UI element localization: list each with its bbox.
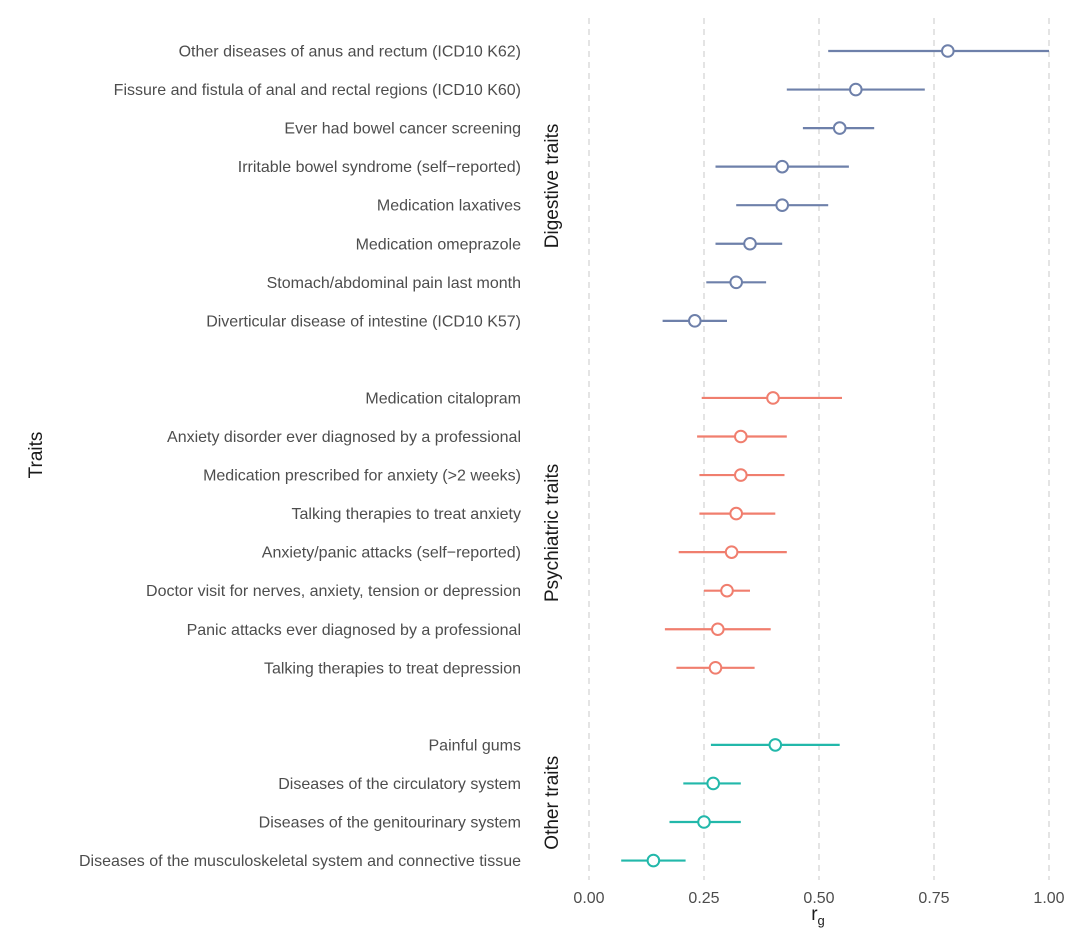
x-tick-label: 0.50 xyxy=(803,890,834,907)
trait-label: Talking therapies to treat anxiety xyxy=(292,506,521,523)
x-axis-ticks: 0.00 0.25 0.50 0.75 1.00 xyxy=(573,890,1064,907)
trait-label: Talking therapies to treat depression xyxy=(264,660,521,677)
trait-label: Painful gums xyxy=(429,737,522,754)
estimate-point xyxy=(734,429,748,444)
estimate-point xyxy=(734,468,748,482)
trait-label: Medication laxatives xyxy=(377,198,521,215)
trait-row: Talking therapies to treat depression xyxy=(264,660,755,677)
trait-row: Ever had bowel cancer screening xyxy=(284,121,875,138)
group-labels: Digestive traits Psychiatric traits Other … xyxy=(542,124,563,850)
x-tick-label: 0.75 xyxy=(918,890,949,907)
estimate-point xyxy=(711,622,725,637)
x-tick-label: 0.25 xyxy=(688,890,719,907)
x-axis-title: rg xyxy=(811,904,825,928)
estimate-point xyxy=(729,275,744,290)
estimate-point xyxy=(720,583,734,598)
estimate-point xyxy=(706,776,721,791)
trait-label: Ever had bowel cancer screening xyxy=(284,121,521,138)
trait-label: Diseases of the genitourinary system xyxy=(259,815,521,832)
trait-label: Diseases of the circulatory system xyxy=(278,776,521,793)
estimate-point xyxy=(729,506,744,521)
x-axis-title-main: r xyxy=(811,904,818,925)
y-axis-title: Traits xyxy=(26,432,47,479)
estimate-point xyxy=(708,661,723,675)
trait-label: Anxiety/panic attacks (self−reported) xyxy=(262,545,521,562)
trait-row: Anxiety disorder ever diagnosed by a pro… xyxy=(167,429,787,446)
trait-row: Fissure and fistula of anal and rectal r… xyxy=(114,82,925,99)
estimate-point xyxy=(941,44,955,58)
trait-row: Medication omeprazole xyxy=(356,236,783,253)
group-label: Digestive traits xyxy=(542,124,563,249)
x-axis-title-subscript: g xyxy=(818,913,825,928)
trait-rows: Other diseases of anus and rectum (ICD10… xyxy=(79,44,1049,870)
estimate-point xyxy=(768,738,783,752)
trait-label: Anxiety disorder ever diagnosed by a pro… xyxy=(167,429,521,446)
trait-row: Other diseases of anus and rectum (ICD10… xyxy=(179,44,1049,61)
trait-row: Diverticular disease of intestine (ICD10… xyxy=(206,313,727,330)
trait-label: Irritable bowel syndrome (self−reported) xyxy=(238,159,521,176)
trait-row: Doctor visit for nerves, anxiety, tensio… xyxy=(146,583,750,600)
estimate-point xyxy=(688,314,702,328)
estimate-point xyxy=(775,159,790,174)
estimate-point xyxy=(766,391,780,405)
trait-row: Diseases of the genitourinary system xyxy=(259,815,741,832)
trait-label: Stomach/abdominal pain last month xyxy=(267,275,521,292)
group-label: Psychiatric traits xyxy=(542,464,563,602)
estimate-point xyxy=(724,545,739,559)
trait-row: Irritable bowel syndrome (self−reported) xyxy=(238,159,849,176)
estimate-point xyxy=(646,853,661,868)
trait-label: Other diseases of anus and rectum (ICD10… xyxy=(179,44,521,61)
x-tick-label: 1.00 xyxy=(1033,890,1064,907)
estimate-point xyxy=(697,815,711,829)
trait-label: Diverticular disease of intestine (ICD10… xyxy=(206,313,521,330)
estimate-point xyxy=(849,82,863,97)
trait-row: Medication prescribed for anxiety (>2 we… xyxy=(203,468,785,485)
trait-label: Medication citalopram xyxy=(365,390,521,407)
trait-row: Anxiety/panic attacks (self−reported) xyxy=(262,545,787,562)
grid-lines xyxy=(588,18,1050,880)
trait-label: Doctor visit for nerves, anxiety, tensio… xyxy=(146,583,521,600)
trait-row: Diseases of the musculoskeletal system a… xyxy=(79,853,686,870)
trait-row: Talking therapies to treat anxiety xyxy=(292,506,776,523)
trait-label: Panic attacks ever diagnosed by a profes… xyxy=(187,622,521,639)
trait-label: Fissure and fistula of anal and rectal r… xyxy=(114,82,521,99)
group-label: Other traits xyxy=(542,756,563,850)
trait-row: Medication laxatives xyxy=(377,198,829,215)
trait-row: Stomach/abdominal pain last month xyxy=(267,275,767,292)
estimate-point xyxy=(775,198,790,212)
estimate-point xyxy=(743,236,757,251)
x-tick-label: 0.00 xyxy=(573,890,604,907)
trait-label: Medication prescribed for anxiety (>2 we… xyxy=(203,468,521,485)
trait-row: Diseases of the circulatory system xyxy=(278,776,741,793)
trait-row: Painful gums xyxy=(429,737,840,754)
trait-row: Panic attacks ever diagnosed by a profes… xyxy=(187,622,771,639)
trait-row: Medication citalopram xyxy=(365,390,842,407)
trait-label: Diseases of the musculoskeletal system a… xyxy=(79,853,521,870)
estimate-point xyxy=(832,121,847,135)
trait-label: Medication omeprazole xyxy=(356,236,522,253)
